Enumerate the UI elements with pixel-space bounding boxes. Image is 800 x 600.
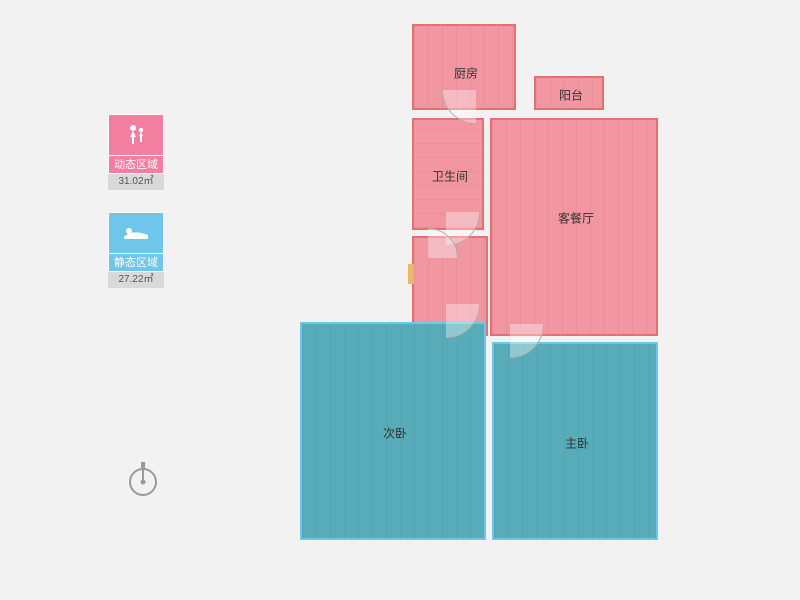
legend-static: 静态区域 27.22㎡ [108, 212, 164, 288]
legend-static-value: 27.22㎡ [108, 272, 164, 288]
compass-icon [126, 460, 160, 494]
zone-overlay [492, 120, 656, 334]
room-label-bathroom: 卫生间 [432, 168, 468, 185]
legend-dynamic-value: 31.02㎡ [108, 174, 164, 190]
room-balcony: 阳台 [534, 76, 604, 110]
room-bed2: 次卧 [300, 322, 486, 540]
legend-dynamic-title: 动态区域 [108, 156, 164, 174]
room-label-bed1: 主卧 [565, 435, 589, 452]
floorplan: 厨房阳台卫生间客餐厅次卧主卧 [300, 24, 700, 564]
sleep-icon [122, 223, 150, 243]
room-label-living: 客餐厅 [558, 210, 594, 227]
room-label-kitchen: 厨房 [454, 65, 478, 82]
legend-dynamic-iconbox [108, 114, 164, 156]
room-label-bed2: 次卧 [383, 425, 407, 442]
legend-dynamic: 动态区域 31.02㎡ [108, 114, 164, 190]
room-living: 客餐厅 [490, 118, 658, 336]
legend-panel: 动态区域 31.02㎡ 静态区域 27.22㎡ [108, 114, 164, 310]
room-bed1: 主卧 [492, 342, 658, 540]
legend-static-title: 静态区域 [108, 254, 164, 272]
room-label-balcony: 阳台 [559, 87, 583, 104]
people-icon [123, 122, 149, 148]
wall-accent [408, 264, 414, 284]
legend-static-iconbox [108, 212, 164, 254]
